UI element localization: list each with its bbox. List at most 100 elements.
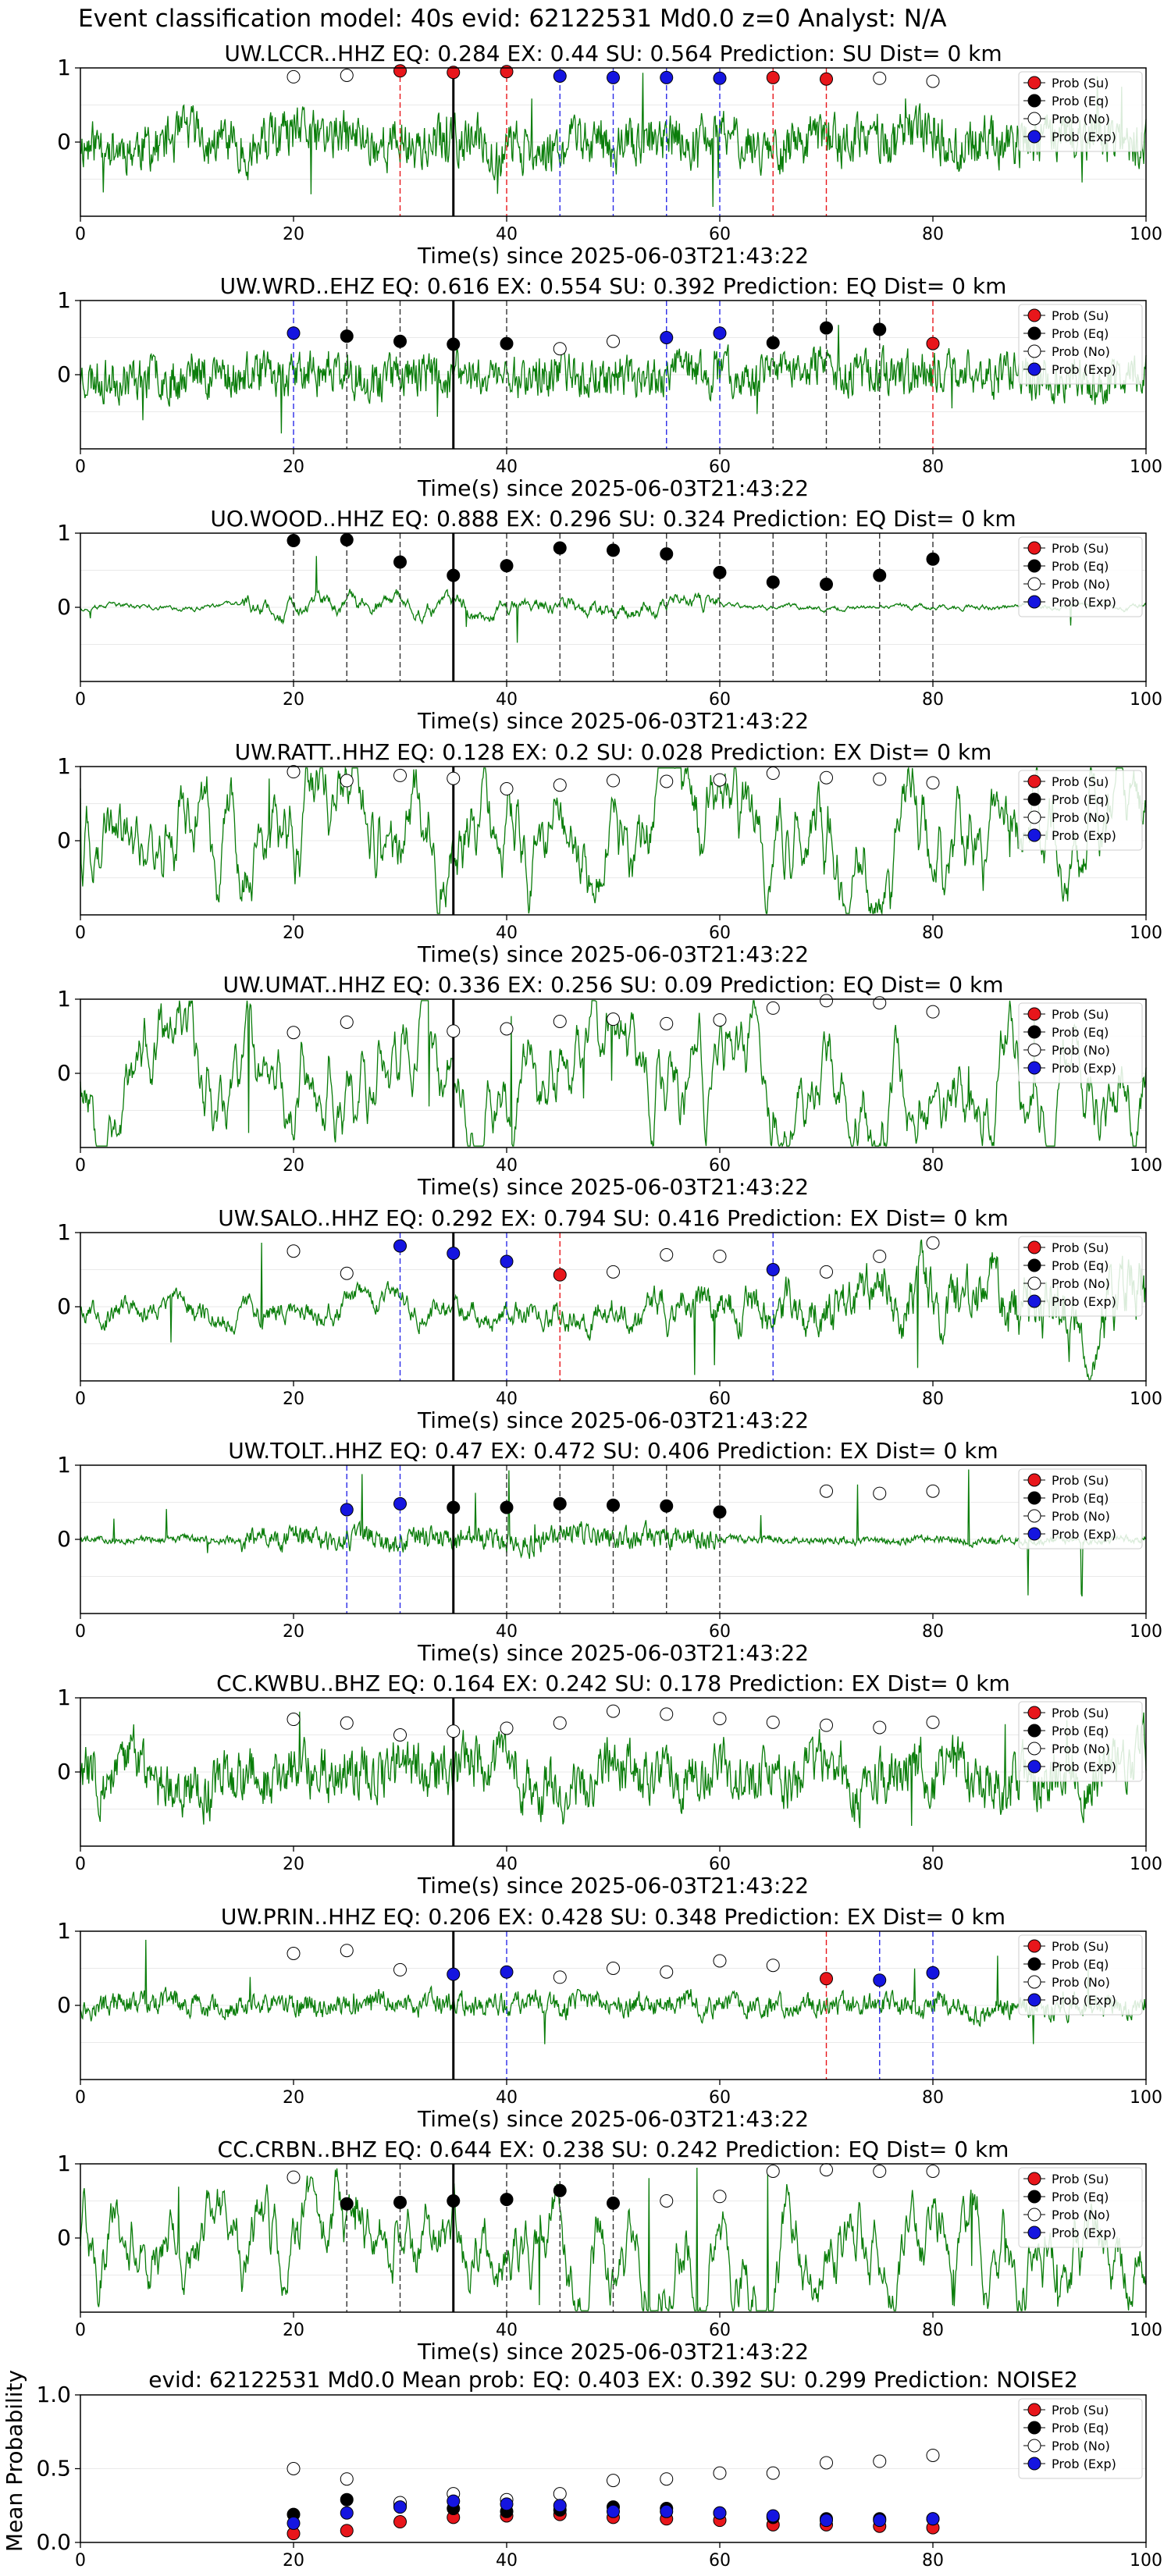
y-tick-label: 0.0	[36, 2529, 71, 2555]
prob-marker-no	[926, 2165, 940, 2178]
legend-marker-su	[1027, 2403, 1041, 2417]
x-tick-label: 100	[1130, 1156, 1162, 1176]
x-axis-label: Time(s) since 2025-06-03T21:43:22	[417, 1174, 809, 1200]
prob-marker-no	[287, 69, 301, 84]
waveform-trace	[80, 1939, 1147, 2044]
prob-marker-no	[287, 1026, 301, 1040]
prob-marker-exp	[660, 331, 674, 344]
prob-marker-no	[873, 2165, 887, 2178]
prob-marker-no	[660, 1248, 674, 1261]
legend-label: Prob (Exp)	[1052, 1527, 1116, 1542]
y-tick-label: 0	[57, 2225, 71, 2250]
prob-marker-eq	[660, 547, 674, 561]
x-tick-label: 100	[1130, 923, 1162, 943]
legend-label: Prob (Eq)	[1052, 1258, 1109, 1273]
mean-marker-no	[766, 2466, 780, 2480]
mean-marker-exp	[553, 2499, 567, 2513]
prob-marker-no	[926, 1484, 940, 1498]
prob-marker-exp	[873, 1973, 887, 1987]
prob-marker-eq	[393, 334, 407, 348]
legend-marker-exp	[1027, 362, 1041, 376]
legend-box	[1018, 2167, 1143, 2248]
legend-label: Prob (Su)	[1052, 2403, 1109, 2418]
legend-label: Prob (Eq)	[1052, 1491, 1109, 1506]
x-tick-label: 20	[283, 2551, 304, 2571]
prob-marker-no	[660, 1965, 674, 1979]
legend-label: Prob (Su)	[1052, 76, 1109, 91]
prob-marker-eq	[766, 336, 780, 350]
legend-marker-su	[1027, 308, 1041, 322]
legend-marker-su	[1027, 774, 1041, 788]
prob-marker-eq	[340, 2197, 354, 2211]
prob-marker-su	[553, 1268, 567, 1282]
prob-marker-eq	[500, 1500, 514, 1514]
x-tick-label: 60	[709, 1622, 731, 1642]
y-tick-label: 1	[57, 55, 71, 80]
mean-marker-no	[873, 2454, 887, 2468]
panel-title: CC.CRBN..BHZ EQ: 0.644 EX: 0.238 SU: 0.2…	[218, 2137, 1009, 2162]
mean-marker-exp	[500, 2497, 514, 2511]
prob-marker-su	[766, 70, 780, 84]
legend-box	[1018, 536, 1143, 617]
x-axis-label: Time(s) since 2025-06-03T21:43:22	[417, 1640, 809, 1666]
mean-marker-exp	[287, 2516, 301, 2530]
prob-marker-eq	[447, 1500, 461, 1514]
y-axis-label: Mean Probability	[2, 2370, 27, 2552]
y-tick-label: 0	[57, 1992, 71, 2018]
legend-marker-exp	[1027, 1759, 1041, 1774]
prob-marker-eq	[500, 559, 514, 573]
prob-marker-eq	[713, 1505, 727, 1519]
legend-label: Prob (Su)	[1052, 1939, 1109, 1954]
legend-box	[1018, 1236, 1143, 1317]
prob-marker-no	[447, 1724, 461, 1738]
mean-marker-no	[607, 2474, 620, 2488]
legend-label: Prob (Su)	[1052, 1706, 1109, 1720]
mean-marker-exp	[340, 2506, 354, 2520]
prob-marker-no	[340, 1716, 354, 1730]
x-tick-label: 80	[922, 2551, 944, 2571]
legend-marker-exp	[1027, 1294, 1041, 1308]
legend-label: Prob (Exp)	[1052, 1993, 1116, 2008]
x-tick-label: 40	[496, 923, 518, 943]
mean-marker-exp	[766, 2509, 780, 2523]
x-axis-label: Time(s) since 2025-06-03T21:43:22	[417, 475, 809, 501]
legend-marker-no	[1027, 344, 1041, 358]
prob-marker-no	[607, 1962, 620, 1975]
prob-marker-eq	[820, 321, 833, 335]
prob-marker-eq	[553, 541, 567, 555]
x-axis-label: Time(s) since 2025-06-03T21:43:22	[417, 2106, 809, 2132]
x-tick-label: 100	[1130, 690, 1162, 710]
mean-marker-exp	[447, 2494, 461, 2508]
prob-marker-no	[820, 2163, 833, 2177]
x-tick-label: 60	[709, 1855, 731, 1874]
legend-marker-su	[1027, 1240, 1041, 1254]
x-tick-label: 100	[1130, 2088, 1162, 2108]
prob-marker-no	[553, 1716, 567, 1730]
x-tick-label: 100	[1130, 2321, 1162, 2340]
x-tick-label: 0	[75, 923, 86, 943]
prob-marker-eq	[447, 2194, 461, 2208]
prob-marker-no	[553, 342, 567, 356]
legend-label: Prob (Eq)	[1052, 94, 1109, 109]
mean-marker-exp	[820, 2514, 833, 2528]
legend-label: Prob (Exp)	[1052, 130, 1116, 144]
prob-marker-su	[820, 72, 833, 86]
prob-marker-no	[873, 1249, 887, 1263]
legend-label: Prob (No)	[1052, 2208, 1110, 2222]
waveform-trace	[80, 1469, 1147, 1597]
prob-marker-no	[820, 770, 833, 785]
prob-marker-no	[500, 1022, 514, 1036]
x-tick-label: 80	[922, 1855, 944, 1874]
prob-marker-no	[873, 996, 887, 1010]
y-tick-label: 0	[57, 1759, 71, 1784]
legend-label: Prob (Eq)	[1052, 559, 1109, 574]
mean-marker-eq	[340, 2492, 354, 2507]
legend-marker-eq	[1027, 559, 1041, 573]
x-tick-label: 60	[709, 225, 731, 244]
prob-marker-exp	[447, 1967, 461, 1981]
prob-marker-no	[873, 71, 887, 85]
prob-marker-no	[393, 1962, 407, 1976]
legend-label: Prob (Exp)	[1052, 2226, 1116, 2240]
legend-label: Prob (Su)	[1052, 308, 1109, 323]
prob-marker-no	[926, 1715, 940, 1729]
